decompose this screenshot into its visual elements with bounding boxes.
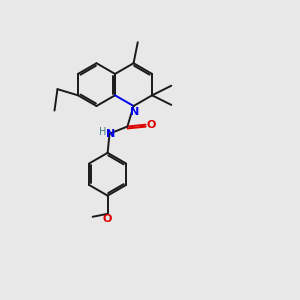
Text: N: N [130, 107, 140, 118]
Text: O: O [146, 120, 156, 130]
Text: O: O [103, 214, 112, 224]
Text: N: N [106, 129, 116, 139]
Text: H: H [99, 127, 107, 136]
